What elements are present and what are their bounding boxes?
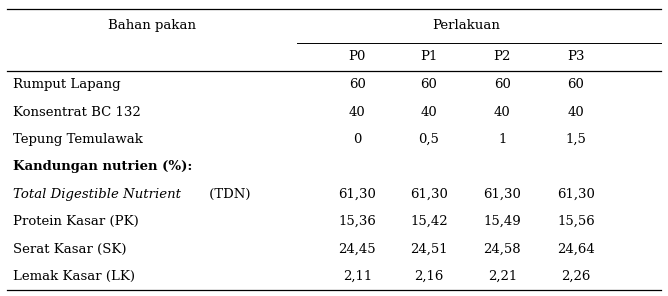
Text: 15,42: 15,42: [410, 215, 448, 228]
Text: 40: 40: [420, 106, 438, 119]
Text: 0: 0: [353, 133, 361, 146]
Text: 2,11: 2,11: [343, 270, 372, 283]
Text: 24,45: 24,45: [339, 242, 376, 255]
Text: 15,36: 15,36: [339, 215, 376, 228]
Text: 60: 60: [349, 78, 366, 91]
Text: 40: 40: [567, 106, 584, 119]
Text: Kandungan nutrien (%):: Kandungan nutrien (%):: [13, 160, 193, 173]
Text: 0,5: 0,5: [418, 133, 440, 146]
Text: 15,56: 15,56: [557, 215, 595, 228]
Text: (TDN): (TDN): [206, 188, 251, 201]
Text: 2,16: 2,16: [414, 270, 444, 283]
Text: Bahan pakan: Bahan pakan: [108, 20, 196, 32]
Text: 2,21: 2,21: [488, 270, 517, 283]
Text: 24,51: 24,51: [410, 242, 448, 255]
Text: Konsentrat BC 132: Konsentrat BC 132: [13, 106, 141, 119]
Text: 40: 40: [494, 106, 511, 119]
Text: 2,26: 2,26: [561, 270, 591, 283]
Text: 60: 60: [420, 78, 438, 91]
Text: 40: 40: [349, 106, 366, 119]
Text: Total Digestible Nutrient: Total Digestible Nutrient: [13, 188, 181, 201]
Text: Protein Kasar (PK): Protein Kasar (PK): [13, 215, 139, 228]
Text: 60: 60: [567, 78, 584, 91]
Text: Rumput Lapang: Rumput Lapang: [13, 78, 121, 91]
Text: 1,5: 1,5: [565, 133, 587, 146]
Text: 60: 60: [494, 78, 511, 91]
Text: 24,64: 24,64: [557, 242, 595, 255]
Text: 15,49: 15,49: [484, 215, 521, 228]
Text: 61,30: 61,30: [484, 188, 521, 201]
Text: 1: 1: [498, 133, 506, 146]
Text: P2: P2: [494, 51, 511, 63]
Text: P1: P1: [420, 51, 438, 63]
Text: 61,30: 61,30: [410, 188, 448, 201]
Text: 24,58: 24,58: [484, 242, 521, 255]
Text: Lemak Kasar (LK): Lemak Kasar (LK): [13, 270, 136, 283]
Text: Serat Kasar (SK): Serat Kasar (SK): [13, 242, 127, 255]
Text: Tepung Temulawak: Tepung Temulawak: [13, 133, 143, 146]
Text: 61,30: 61,30: [339, 188, 376, 201]
Text: P3: P3: [567, 51, 584, 63]
Text: Perlakuan: Perlakuan: [432, 20, 500, 32]
Text: 61,30: 61,30: [557, 188, 595, 201]
Text: P0: P0: [349, 51, 366, 63]
